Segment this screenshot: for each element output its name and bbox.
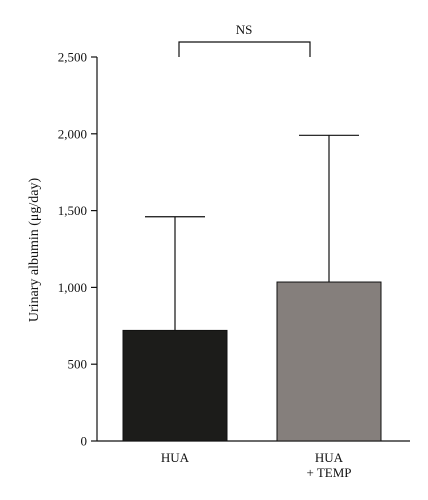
y-tick-label: 0 [81,434,88,449]
x-tick-label-line: HUA [315,450,344,465]
y-tick-label: 500 [68,357,88,372]
bar [122,329,228,442]
x-tick-label: HUA + TEMP [306,450,351,480]
y-tick-label: 2,000 [58,126,87,141]
x-tick-label: HUA [161,450,190,465]
y-tick-label: 1,000 [58,280,87,295]
y-axis-title: Urinary albumin (μg/day) [27,177,42,322]
x-tick-label-line: + TEMP [306,465,351,480]
bar [276,281,382,442]
y-tick-label: 1,500 [58,203,87,218]
y-tick-label: 2,500 [58,50,87,65]
significance-bracket [178,41,311,57]
chart-bars [122,134,382,442]
significance-label: NS [236,22,253,37]
x-tick-label-line: HUA [161,450,190,465]
